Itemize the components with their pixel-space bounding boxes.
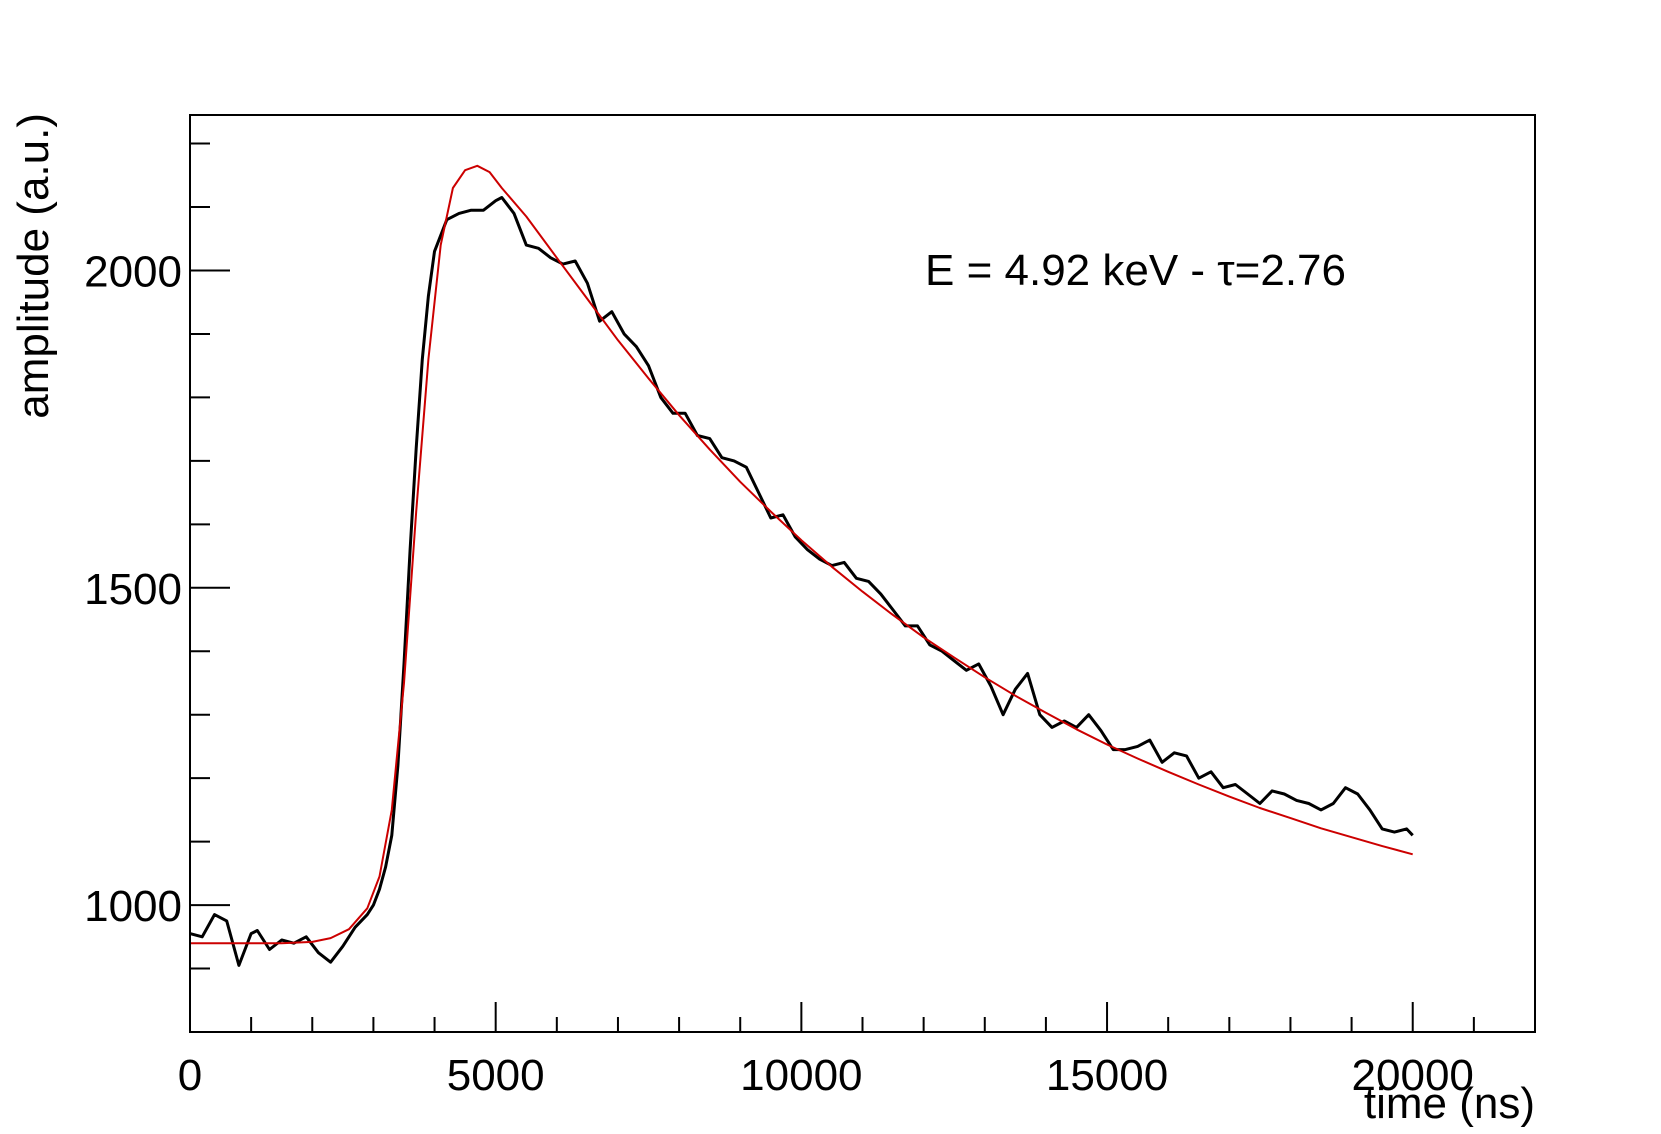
fit-annotation: E = 4.92 keV - τ=2.76 [925,246,1346,295]
x-tick-label: 0 [178,1051,202,1100]
fit-curve-line [190,164,1413,945]
x-tick-label: 20000 [1352,1051,1474,1100]
y-tick-label: 1000 [84,882,182,931]
x-tick-label: 5000 [447,1051,545,1100]
y-tick-label: 1500 [84,565,182,614]
plot-frame [189,114,1536,1033]
y-tick-label: 2000 [84,247,182,296]
plot-background [190,115,1535,1032]
y-axis-title: amplitude (a.u.) [9,113,58,419]
axis-ticks [189,142,1536,1032]
x-tick-label: 15000 [1046,1051,1168,1100]
x-tick-label: 10000 [740,1051,862,1100]
tick-labels: 0 5000 10000 15000 20000 1000 1500 2000 [84,247,1474,1100]
x-axis-title: time (ns) [1364,1079,1535,1128]
series-layer [189,164,1414,967]
